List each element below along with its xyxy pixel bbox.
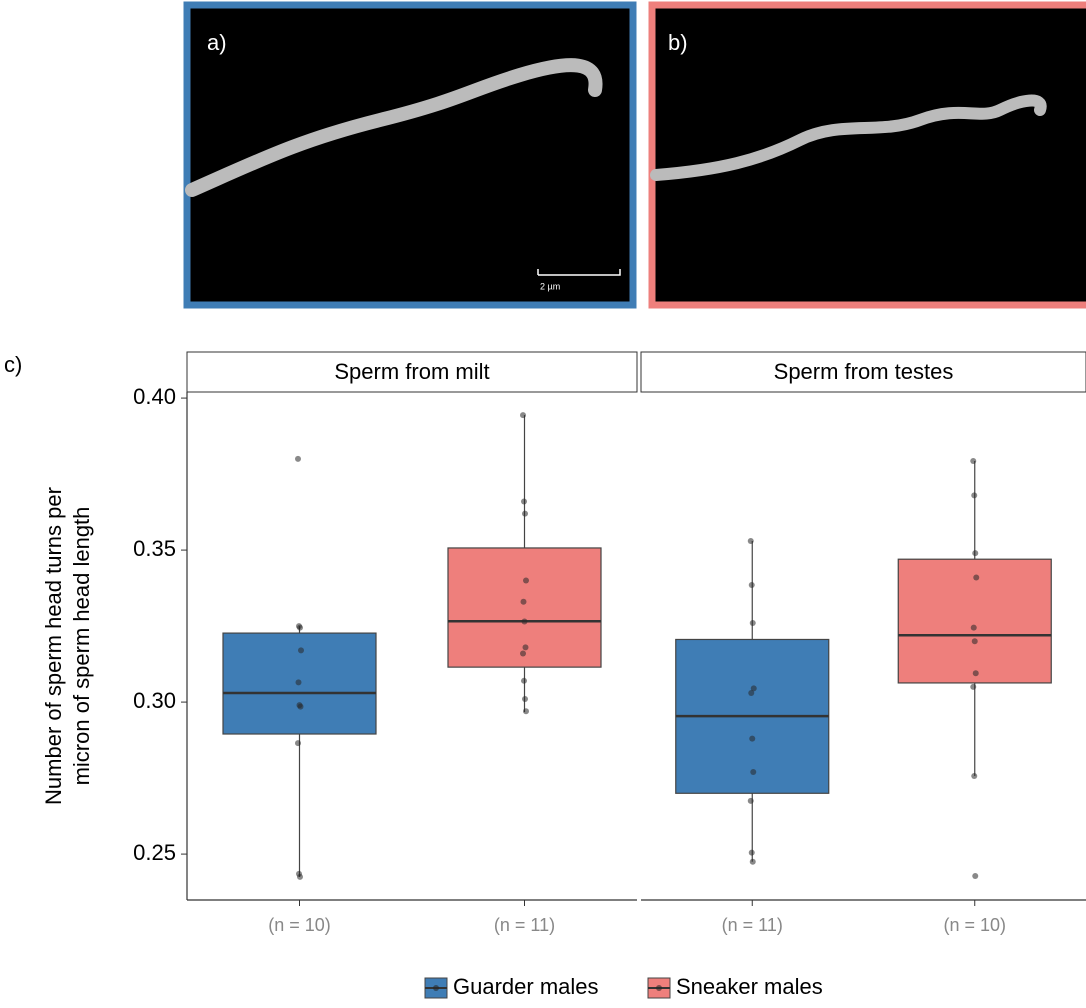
point <box>970 458 977 465</box>
point <box>972 670 979 677</box>
point <box>972 550 979 557</box>
point <box>971 492 978 499</box>
x-tick-label: (n = 11) <box>722 915 783 935</box>
point <box>523 577 529 584</box>
point <box>521 618 528 625</box>
point <box>971 772 978 779</box>
point <box>295 679 302 686</box>
sperm-head-image <box>185 58 603 197</box>
point <box>970 683 977 690</box>
x-tick-label: (n = 10) <box>943 915 1006 935</box>
x-tick-label: (n = 10) <box>268 915 331 935</box>
point <box>522 644 529 651</box>
point <box>971 638 978 645</box>
y-tick-label: 0.35 <box>133 536 176 561</box>
facet-title: Sperm from testes <box>774 359 954 384</box>
point <box>748 582 755 589</box>
point <box>749 858 756 865</box>
point <box>749 735 756 742</box>
sperm-head-image <box>650 94 1047 181</box>
point <box>750 769 757 776</box>
point <box>520 412 526 419</box>
point <box>520 598 527 605</box>
point <box>295 455 301 462</box>
point <box>521 677 527 684</box>
point <box>973 574 980 581</box>
panel-label: b) <box>668 30 688 55</box>
label-bg <box>660 25 712 61</box>
scale-bar-label: 2 µm <box>540 281 560 291</box>
y-tick-label: 0.30 <box>133 688 176 713</box>
point <box>297 624 303 631</box>
facet-strip <box>186 351 638 393</box>
label-bg <box>196 25 248 61</box>
point <box>749 620 756 627</box>
legend-label: Sneaker males <box>676 974 823 999</box>
scale-bar <box>537 269 621 276</box>
point <box>298 647 304 654</box>
point <box>295 740 301 747</box>
y-tick-label: 0.40 <box>133 384 176 409</box>
panel-label: a) <box>207 30 227 55</box>
legend-key-dot <box>656 985 662 991</box>
point <box>750 685 757 692</box>
point <box>747 537 754 544</box>
point <box>970 624 977 631</box>
y-tick-label: 0.25 <box>133 840 176 865</box>
x-tick-label: (n = 11) <box>494 915 555 935</box>
point <box>297 703 304 710</box>
facet-strip <box>640 351 1086 393</box>
point <box>297 873 303 880</box>
point <box>748 849 755 856</box>
point <box>747 797 754 804</box>
point <box>522 696 528 703</box>
y-axis-label: micron of sperm head length <box>69 507 94 786</box>
point <box>521 498 527 505</box>
point <box>748 689 755 696</box>
point <box>523 708 529 715</box>
legend-key-dot <box>433 985 439 991</box>
micrograph-a <box>183 1 637 309</box>
micrograph-b <box>648 1 1086 309</box>
point <box>520 650 526 657</box>
facet-title: Sperm from milt <box>334 359 489 384</box>
point <box>972 872 979 879</box>
point <box>522 510 528 517</box>
y-axis-label: Number of sperm head turns per <box>41 487 66 805</box>
legend-label: Guarder males <box>453 974 599 999</box>
panel-label: c) <box>4 352 22 377</box>
